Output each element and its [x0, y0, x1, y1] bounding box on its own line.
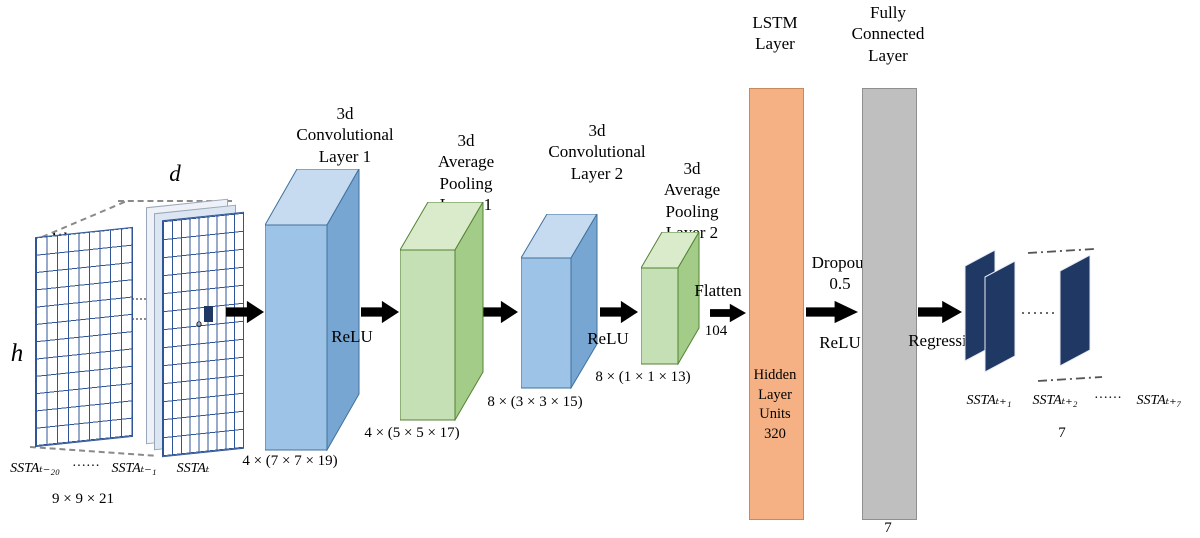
dropout-label: Dropout 0.5 — [811, 253, 869, 294]
input-seq-last-label: SSTAₜ — [176, 461, 210, 476]
output-dashdot-top — [1027, 248, 1095, 254]
lstm-hidden-units-label: Hidden Layer Units 320 — [753, 367, 797, 442]
arrow-pool1-to-conv2 — [480, 300, 518, 324]
input-seq-first-label: SSTAₜ₋₂₀ — [10, 461, 60, 476]
fc-layer-bar — [862, 88, 917, 520]
output-sheets — [964, 248, 1103, 382]
input-stack-grid-front — [162, 211, 244, 458]
conv2-title: 3d Convolutional Layer 2 — [548, 121, 646, 183]
output-label-t7: SSTAₜ₊₇ — [1136, 393, 1182, 408]
pool2-front-face — [641, 267, 679, 365]
lstm-title: LSTM Layer — [752, 13, 798, 54]
conv2-front-face — [521, 257, 572, 389]
arrow-lstm-to-fc — [806, 300, 858, 324]
output-dots: ······ — [1094, 391, 1122, 406]
pool1-shape-label: 4 × (5 × 5 × 17) — [364, 425, 460, 441]
output-label-t2: SSTAₜ₊₂ — [1032, 393, 1078, 408]
mid-dotted-line-2 — [124, 318, 154, 320]
input-grid-current — [35, 226, 133, 448]
input-cell-marker — [204, 306, 213, 322]
output-size-label: 7 — [1058, 425, 1066, 441]
output-label-t1: SSTAₜ₊₁ — [966, 393, 1012, 408]
pool2-title: 3d Average Pooling Layer 2 — [663, 159, 721, 242]
pool2-box — [641, 232, 700, 365]
conv2-box — [521, 214, 598, 389]
conv1-title: 3d Convolutional Layer 1 — [296, 104, 394, 166]
output-dashdot-bottom — [1037, 376, 1103, 382]
mid-dotted-line-1 — [124, 298, 154, 300]
input-seq-prev-label: SSTAₜ₋₁ — [111, 461, 157, 476]
output-sheet-2 — [984, 260, 1016, 373]
input-seq-dots: ······ — [72, 459, 100, 474]
input-shape-label: 9 × 9 × 21 — [52, 491, 114, 507]
arrow-conv2-to-pool2 — [600, 300, 638, 324]
fc-size-label: 7 — [884, 520, 892, 536]
lstm-layer-bar — [749, 88, 804, 520]
flatten-size-label: 104 — [704, 323, 728, 339]
arrow-input-to-conv1 — [226, 300, 264, 324]
conv2-shape-label: 8 × (3 × 3 × 15) — [487, 394, 583, 410]
conv2-activation-label: ReLU — [587, 329, 629, 348]
arrow-conv1-to-pool1 — [361, 300, 399, 324]
conv1-activation-label: ReLU — [331, 327, 373, 346]
pool1-front-face — [400, 249, 456, 421]
input-cell-marker-label: o — [196, 316, 202, 330]
input-height-label: h — [10, 340, 24, 367]
input-depth-label: d — [169, 161, 181, 186]
fc-title: Fully Connected Layer — [851, 3, 925, 65]
flatten-label: Flatten — [694, 281, 742, 300]
bottom-dashed-connector — [29, 446, 154, 457]
conv1-box — [265, 169, 360, 451]
dropout-activation-label: ReLU — [819, 333, 861, 352]
conv1-front-face — [265, 224, 328, 451]
pool2-shape-label: 8 × (1 × 1 × 13) — [595, 369, 691, 385]
arrow-fc-to-output — [918, 300, 962, 324]
arrow-flatten-to-lstm — [710, 303, 746, 323]
depth-dashed-line — [118, 200, 232, 202]
pool1-box — [400, 202, 484, 421]
output-sheet-last — [1059, 254, 1091, 367]
conv1-shape-label: 4 × (7 × 7 × 19) — [242, 453, 338, 469]
